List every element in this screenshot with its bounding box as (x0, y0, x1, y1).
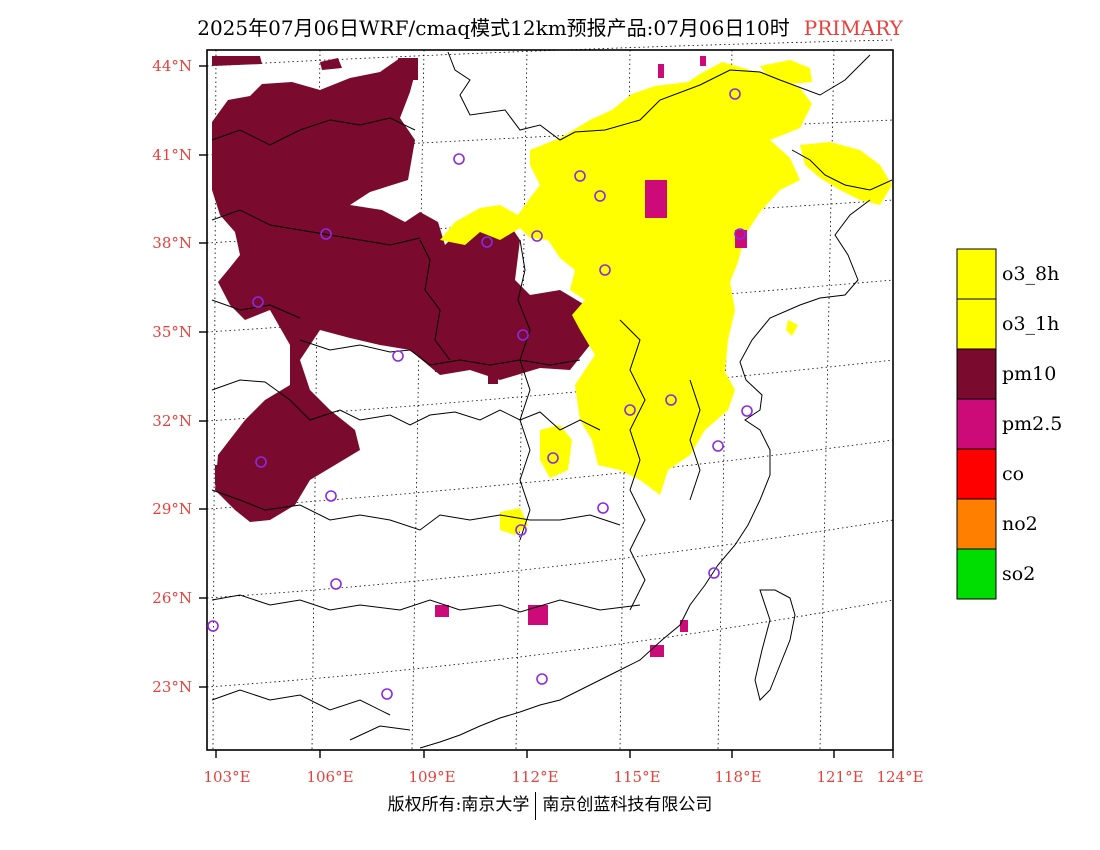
lat-label: 38°N (152, 234, 192, 252)
station-markers (207, 88, 753, 700)
legend-swatch-pm25 (956, 398, 997, 450)
lon-label: 118°E (714, 768, 761, 786)
lat-label: 44°N (152, 57, 192, 75)
footer-separator (535, 791, 537, 820)
pm25-regions (435, 56, 747, 657)
lat-label: 23°N (152, 678, 192, 696)
legend-swatch-pm10 (956, 348, 997, 400)
lon-label: 115°E (613, 768, 660, 786)
legend-label-so2: so2 (1002, 563, 1036, 585)
copyright-left: 版权所有:南京大学 (387, 795, 530, 815)
lon-label: 106°E (306, 768, 353, 786)
lat-label: 35°N (152, 323, 192, 341)
legend-swatch-so2 (956, 548, 997, 600)
title-main: 2025年07月06日WRF/cmaq模式12km预报产品:07月06日10时 (197, 16, 790, 40)
copyright-right: 南京创蓝科技有限公司 (542, 795, 713, 815)
lat-label: 26°N (152, 589, 192, 607)
legend-swatch-co (956, 448, 997, 500)
map-plot-area (206, 39, 894, 751)
legend (956, 248, 997, 600)
boundary-lines (211, 51, 893, 749)
legend-swatch-o3-1h (956, 298, 997, 350)
copyright-footer: 版权所有:南京大学 南京创蓝科技有限公司 (0, 790, 1100, 820)
lon-label: 121°E (816, 768, 863, 786)
longitude-labels: 103°E 106°E 109°E 112°E 115°E 118°E 121°… (203, 768, 923, 786)
legend-label-pm10: pm10 (1002, 363, 1057, 385)
lat-label: 29°N (152, 500, 192, 518)
lon-label: 109°E (408, 768, 455, 786)
axis-ticks (199, 65, 894, 758)
latitude-labels: 44°N 41°N 38°N 35°N 32°N 29°N 26°N 23°N (152, 57, 192, 696)
legend-swatch-o3-8h (956, 248, 997, 300)
lat-label: 32°N (152, 412, 192, 430)
legend-label-o3-1h: o3_1h (1002, 313, 1060, 335)
legend-label-o3-8h: o3_8h (1002, 263, 1060, 285)
lat-label: 41°N (152, 146, 192, 164)
map-title: 2025年07月06日WRF/cmaq模式12km预报产品:07月06日10时 P… (0, 12, 1100, 41)
lon-label: 103°E (203, 768, 250, 786)
legend-label-co: co (1002, 463, 1025, 485)
legend-label-no2: no2 (1002, 513, 1038, 535)
legend-swatch-no2 (956, 498, 997, 550)
graticule (206, 39, 894, 751)
lon-label: 112°E (511, 768, 558, 786)
lon-label: 124°E (876, 768, 923, 786)
title-primary-tag: PRIMARY (803, 16, 903, 40)
legend-label-pm25: pm2.5 (1002, 413, 1063, 435)
o3-regions (440, 60, 892, 535)
